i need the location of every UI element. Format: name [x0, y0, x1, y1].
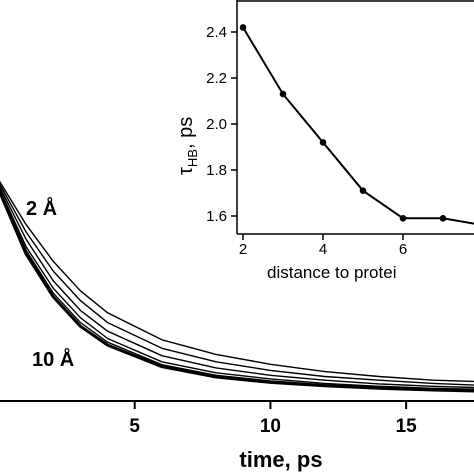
main-curves [0, 180, 474, 393]
inset-y-tick-label: 1.8 [206, 162, 227, 179]
inset-y-tick-label: 1.6 [206, 208, 227, 225]
main-curve [0, 185, 474, 389]
inset-point [399, 215, 407, 222]
main-curve [0, 189, 474, 393]
inset-plot: 1.6 1.8 2.0 2.2 2.4 2 4 6 distance to protei τ… [175, 0, 474, 282]
main-x-ticks: 5 10 15 [129, 401, 417, 437]
inset-y-label-tail: , ps [175, 117, 197, 149]
main-x-tick-label: 10 [260, 416, 281, 437]
inset-point [239, 24, 247, 31]
inset-point [439, 215, 447, 222]
inset-y-ticks: 1.6 1.8 2.0 2.2 2.4 [206, 24, 237, 225]
inset-y-axis-label: τHB, ps [175, 117, 200, 175]
inset-y-label-sub: HB [185, 149, 200, 167]
main-x-axis-label: time, ps [239, 447, 322, 472]
inset-y-label-main: τ [175, 167, 197, 175]
annotation-10a: 10 Å [32, 347, 74, 371]
inset-background [180, 0, 474, 240]
main-x-tick-label: 5 [129, 416, 140, 437]
inset-y-tick-label: 2.0 [206, 116, 227, 133]
inset-x-tick-label: 6 [399, 241, 407, 258]
inset-x-ticks: 2 4 6 [239, 234, 407, 258]
inset-x-tick-label: 2 [239, 241, 247, 258]
inset-point [319, 139, 327, 146]
inset-series [239, 24, 474, 225]
inset-x-tick-label: 4 [319, 241, 327, 258]
main-curve [0, 188, 474, 390]
inset-point [359, 187, 367, 194]
main-x-tick-label: 15 [396, 416, 418, 437]
inset-y-tick-label: 2.4 [206, 24, 227, 41]
inset-x-axis-label: distance to protei [267, 263, 396, 282]
main-curve [0, 180, 474, 383]
inset-y-tick-label: 2.2 [206, 70, 227, 87]
annotation-2a: 2 Å [26, 196, 57, 220]
main-curve [0, 183, 474, 386]
inset-point [279, 90, 287, 98]
